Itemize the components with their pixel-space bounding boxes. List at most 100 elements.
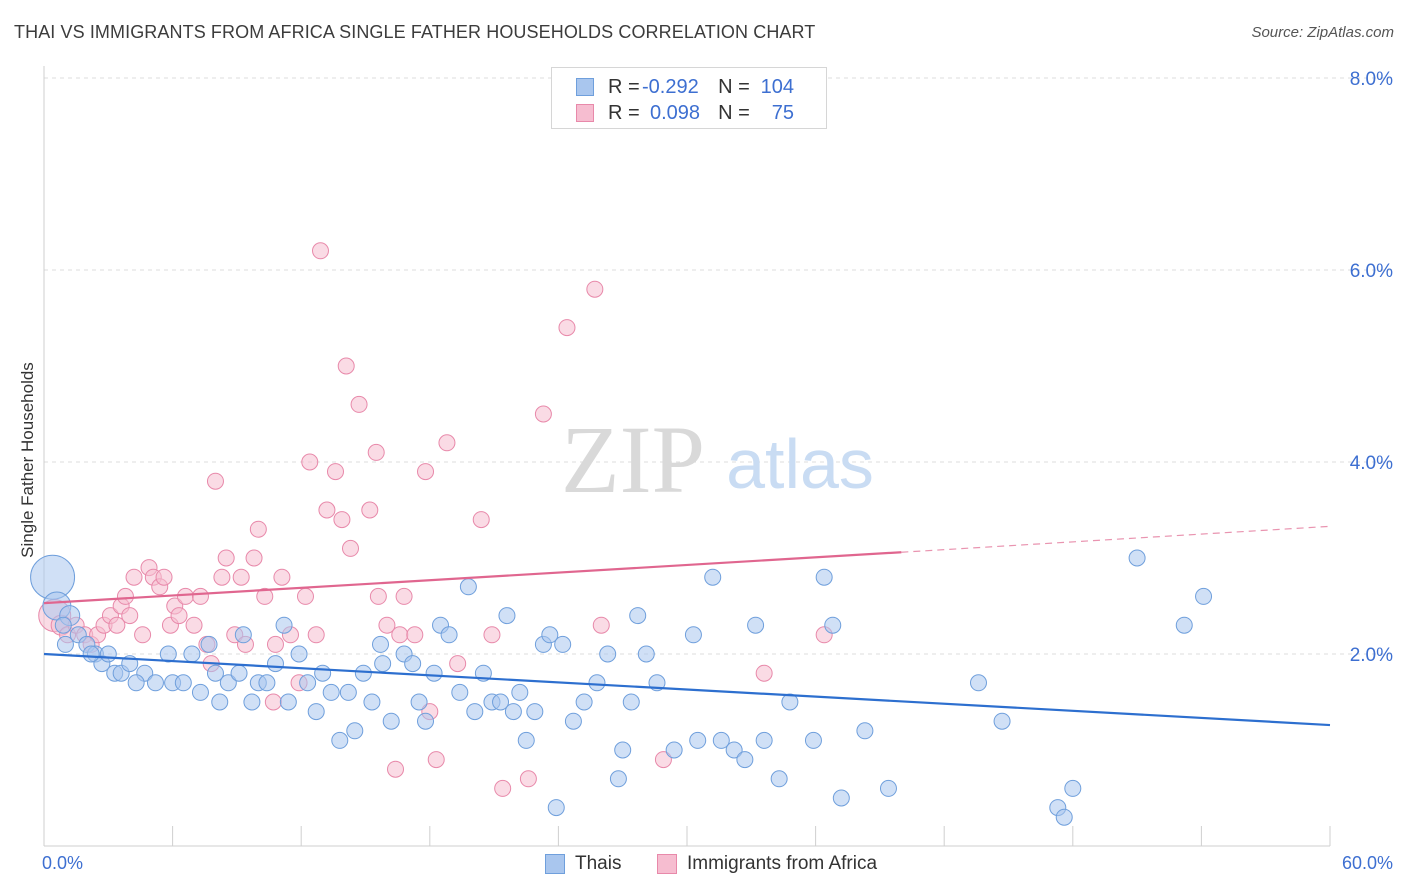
series-africa-points xyxy=(38,242,833,797)
africa-point xyxy=(519,770,537,788)
thai-point xyxy=(1055,808,1073,826)
thai-point xyxy=(704,568,722,586)
africa-point xyxy=(318,501,336,519)
africa-point xyxy=(264,693,282,711)
thai-point xyxy=(832,789,850,807)
y-tick-label: 4.0% xyxy=(1350,453,1393,474)
x-tick-label-min: 0.0% xyxy=(42,853,84,873)
thai-point xyxy=(526,703,544,721)
thai-point xyxy=(599,645,617,663)
r-label: R = xyxy=(608,101,640,124)
thai-point xyxy=(451,683,469,701)
thai-point xyxy=(243,693,261,711)
x-tick-label-max: 60.0% xyxy=(1341,853,1393,873)
source-credit: Source: ZipAtlas.com xyxy=(1251,24,1394,41)
thai-point xyxy=(804,731,822,749)
africa-point xyxy=(273,568,291,586)
n-value: 75 xyxy=(771,101,794,124)
thai-point xyxy=(307,703,325,721)
thai-point xyxy=(54,616,72,634)
thai-point xyxy=(815,568,833,586)
thai-point xyxy=(614,741,632,759)
thai-point xyxy=(211,693,229,711)
chart-title: THAI VS IMMIGRANTS FROM AFRICA SINGLE FA… xyxy=(14,22,816,42)
africa-point xyxy=(206,472,224,490)
africa-point xyxy=(654,751,672,769)
africa-point xyxy=(395,587,413,605)
africa-point xyxy=(558,319,576,337)
thai-point xyxy=(290,645,308,663)
y-tick-label: 2.0% xyxy=(1350,645,1393,666)
africa-point xyxy=(417,463,435,481)
grid-lines xyxy=(44,77,1392,655)
thai-point xyxy=(425,664,443,682)
series-thai-points xyxy=(30,549,1213,826)
legend-item-thais[interactable]: Thais xyxy=(545,852,621,876)
thai-point xyxy=(755,731,773,749)
thai-point xyxy=(879,779,897,797)
watermark: ZIP atlas xyxy=(561,406,874,513)
thai-point xyxy=(404,655,422,673)
thai-point xyxy=(354,664,372,682)
thai-point xyxy=(200,635,218,653)
thais-swatch xyxy=(576,78,594,96)
thai-point xyxy=(665,741,683,759)
thai-point xyxy=(372,635,390,653)
africa-point xyxy=(232,568,250,586)
africa-point xyxy=(134,626,152,644)
thai-point xyxy=(824,616,842,634)
thai-point xyxy=(575,693,593,711)
thai-point xyxy=(374,655,392,673)
thai-point xyxy=(725,741,743,759)
thai-point xyxy=(56,635,74,653)
africa-point xyxy=(592,616,610,634)
thai-point xyxy=(564,712,582,730)
thai-point xyxy=(684,626,702,644)
thai-point xyxy=(191,683,209,701)
thai-point xyxy=(1064,779,1082,797)
thai-point xyxy=(1195,587,1213,605)
r-label: R = xyxy=(608,75,640,98)
africa-point xyxy=(155,568,173,586)
thai-point xyxy=(363,693,381,711)
africa-point xyxy=(301,453,319,471)
africa-point xyxy=(361,501,379,519)
y-axis-title: Single Father Households xyxy=(18,362,37,558)
africa-point xyxy=(125,568,143,586)
africa-point xyxy=(307,626,325,644)
africa-point xyxy=(249,520,267,538)
r-value: 0.098 xyxy=(650,101,701,124)
legend-label-thais: Thais xyxy=(575,853,622,874)
thai-point xyxy=(504,703,522,721)
n-label: N = xyxy=(718,75,750,98)
thai-point xyxy=(770,770,788,788)
thai-point xyxy=(279,693,297,711)
y-tick-labels: 2.0% 4.0% 6.0% 8.0% xyxy=(1350,69,1393,666)
stats-row-thais: R = -0.292 N = 104 xyxy=(576,74,794,100)
thai-point xyxy=(1128,549,1146,567)
thai-point xyxy=(159,645,177,663)
n-value: 104 xyxy=(760,75,794,98)
thai-point xyxy=(99,645,117,663)
thai-point xyxy=(183,645,201,663)
thai-point xyxy=(331,731,349,749)
thai-point xyxy=(736,751,754,769)
thai-point xyxy=(712,731,730,749)
thai-point xyxy=(440,626,458,644)
africa-point xyxy=(116,587,134,605)
africa-point xyxy=(185,616,203,634)
africa-point xyxy=(256,587,274,605)
watermark-zip: ZIP xyxy=(561,406,705,513)
series-legend: Thais Immigrants from Africa xyxy=(0,852,1406,878)
africa-point xyxy=(494,779,512,797)
thai-point xyxy=(511,683,529,701)
thai-point xyxy=(622,693,640,711)
africa-point xyxy=(483,626,501,644)
africa-point xyxy=(350,395,368,413)
thai-point xyxy=(781,693,799,711)
africa-point xyxy=(191,587,209,605)
africa-point xyxy=(217,549,235,567)
legend-item-africa[interactable]: Immigrants from Africa xyxy=(657,852,877,876)
africa-point xyxy=(311,242,329,260)
